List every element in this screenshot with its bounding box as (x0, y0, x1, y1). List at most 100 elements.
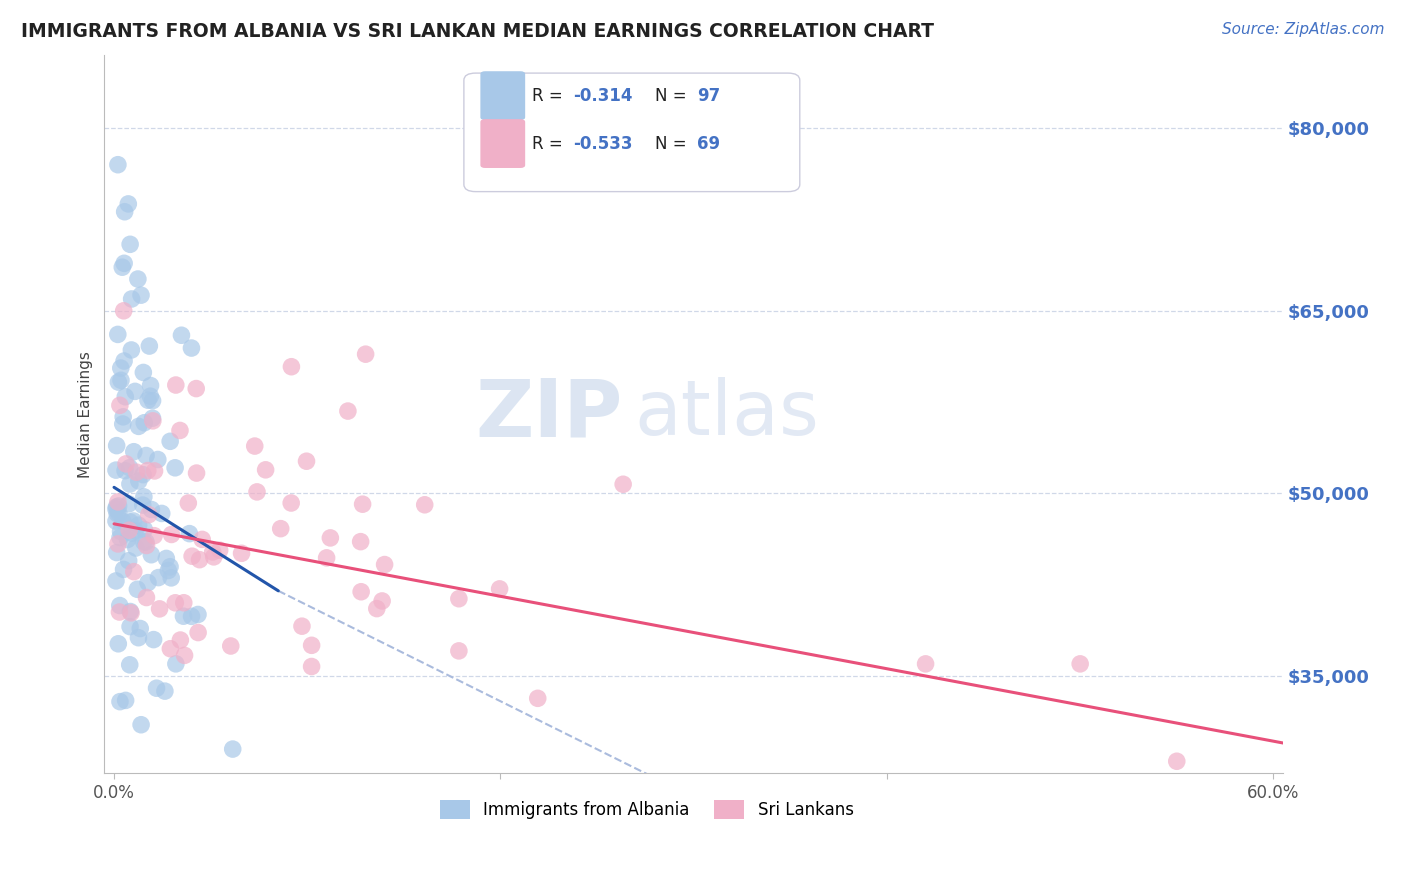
Point (202, 549, 225, 564)
Text: N =: N = (655, 135, 692, 153)
Point (139, 378, 162, 392)
Point (112, 409, 135, 424)
Point (136, 464, 159, 478)
Point (118, 523, 141, 537)
Point (295, 454, 318, 468)
Point (254, 463, 277, 477)
Point (141, 502, 163, 516)
Point (135, 449, 157, 463)
Point (114, 464, 136, 478)
Point (104, 514, 127, 528)
Point (447, 591, 470, 606)
Point (118, 497, 141, 511)
Point (219, 639, 242, 653)
Text: ZIP: ZIP (475, 376, 623, 453)
Point (146, 452, 169, 467)
Point (118, 657, 141, 672)
Point (246, 484, 269, 499)
Point (165, 657, 187, 671)
Point (222, 742, 245, 756)
Point (107, 537, 129, 551)
Point (120, 237, 142, 252)
Point (280, 359, 302, 374)
Point (142, 414, 165, 428)
Point (129, 288, 152, 302)
Point (177, 496, 200, 510)
Point (243, 439, 266, 453)
Point (291, 619, 314, 633)
Point (141, 411, 163, 425)
Point (122, 444, 145, 458)
Point (1069, 657, 1091, 671)
Point (105, 545, 128, 559)
Point (159, 641, 181, 656)
Point (129, 717, 152, 731)
Point (104, 463, 127, 477)
Point (114, 390, 136, 404)
Point (138, 508, 160, 522)
Point (120, 605, 142, 619)
Point (135, 591, 157, 605)
Text: atlas: atlas (634, 377, 820, 451)
Point (134, 523, 156, 537)
Point (127, 272, 149, 286)
Point (128, 518, 150, 533)
Point (122, 565, 145, 579)
Point (121, 526, 143, 541)
Point (188, 552, 211, 566)
Point (135, 539, 157, 553)
Point (187, 625, 209, 640)
Point (143, 464, 166, 478)
Point (112, 562, 135, 576)
Point (131, 498, 153, 512)
Point (350, 584, 373, 599)
Point (181, 549, 204, 564)
Text: 69: 69 (697, 135, 720, 153)
Point (125, 465, 148, 479)
Point (201, 545, 224, 559)
Point (301, 638, 323, 652)
Point (169, 633, 191, 648)
Point (139, 389, 162, 403)
Point (148, 571, 170, 585)
Point (488, 582, 510, 596)
Point (350, 790, 373, 805)
Point (112, 354, 135, 368)
FancyBboxPatch shape (464, 73, 800, 192)
Point (374, 558, 396, 572)
Point (128, 419, 150, 434)
Point (612, 477, 634, 491)
Point (914, 657, 936, 671)
Point (108, 605, 131, 619)
Text: -0.314: -0.314 (574, 87, 633, 104)
Point (105, 507, 128, 521)
Point (143, 529, 166, 543)
Point (160, 571, 183, 585)
Point (301, 659, 323, 673)
Point (129, 622, 152, 636)
Point (157, 564, 180, 578)
Point (141, 548, 163, 562)
Point (270, 522, 292, 536)
Point (180, 609, 202, 624)
Point (136, 393, 159, 408)
Point (118, 619, 141, 633)
Point (336, 404, 359, 418)
Point (231, 546, 253, 560)
Point (124, 524, 146, 538)
Point (191, 533, 214, 547)
Point (319, 531, 342, 545)
Point (354, 347, 377, 361)
Point (352, 497, 374, 511)
Point (159, 559, 181, 574)
Point (447, 644, 470, 658)
Point (118, 477, 141, 491)
Point (127, 582, 149, 597)
Point (138, 339, 160, 353)
Text: N =: N = (655, 87, 692, 104)
Point (117, 197, 139, 211)
Point (124, 384, 146, 399)
Point (329, 790, 352, 805)
Point (180, 341, 202, 355)
Point (186, 382, 208, 396)
